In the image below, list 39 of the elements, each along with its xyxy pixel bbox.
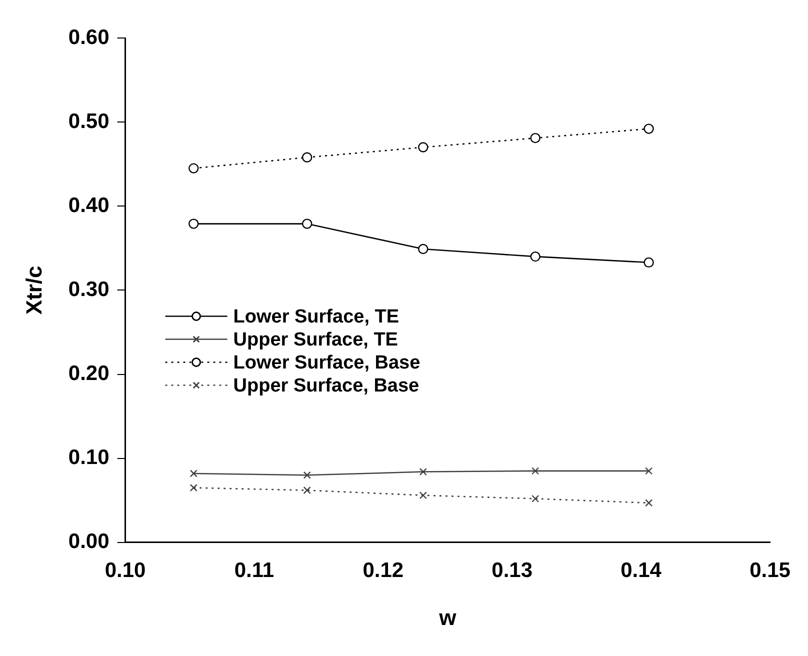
- point: [190, 470, 198, 478]
- y-tick-label: 0.30: [68, 278, 110, 301]
- x-tick-label: 0.10: [104, 558, 146, 582]
- point: [302, 218, 312, 229]
- point: [645, 467, 653, 475]
- legend-label: Lower Surface, Base: [233, 352, 420, 374]
- point: [419, 468, 427, 476]
- x-tick-label: 0.15: [750, 558, 791, 582]
- y-tick-label: 0.60: [68, 26, 110, 49]
- y-axis-title: Xtr/c: [21, 266, 46, 315]
- point: [190, 484, 198, 492]
- x-tick-label: 0.11: [234, 558, 274, 582]
- point: [532, 467, 540, 475]
- x-axis-title: w: [438, 604, 458, 630]
- point: [532, 494, 540, 502]
- point: [645, 499, 653, 507]
- x-tick-label: 0.13: [492, 558, 533, 582]
- legend-label: Upper Surface, TE: [233, 329, 398, 350]
- point: [644, 124, 654, 134]
- point: [188, 163, 199, 174]
- legend-label: Upper Surface, Base: [233, 375, 420, 396]
- point: [530, 251, 540, 262]
- legend-label: Lower Surface, TE: [233, 306, 400, 328]
- point: [530, 132, 540, 144]
- y-tick-label: 0.40: [68, 194, 110, 217]
- x-tick-label: 0.14: [620, 558, 662, 582]
- point: [419, 492, 427, 500]
- point: [418, 244, 428, 254]
- y-tick-label: 0.20: [68, 362, 110, 386]
- point: [303, 471, 311, 479]
- point: [644, 257, 654, 268]
- y-tick-label: 0.50: [68, 110, 110, 133]
- x-tick-label: 0.12: [362, 558, 404, 582]
- y-tick-label: 0.00: [68, 530, 110, 554]
- y-tick-label: 0.10: [68, 446, 110, 470]
- point: [302, 152, 312, 162]
- point: [303, 486, 311, 494]
- point: [418, 142, 428, 152]
- point: [188, 218, 199, 229]
